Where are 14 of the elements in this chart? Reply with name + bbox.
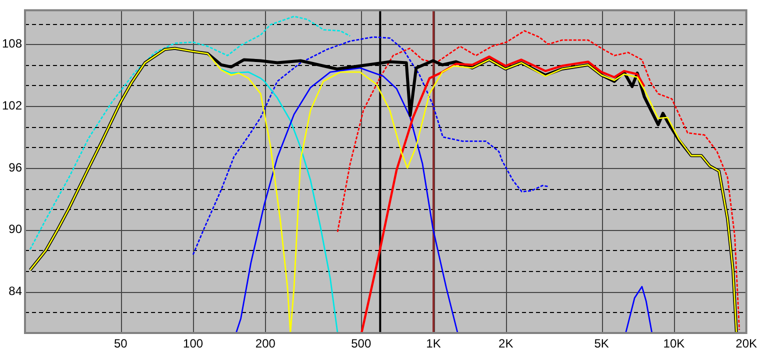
y-tick-label: 84 [8,284,22,298]
x-tick-label: 500 [351,336,372,351]
y-tick-label: 96 [8,160,22,174]
x-tick-label: 10K [663,336,685,351]
y-tick-label: 102 [2,98,22,112]
x-tick-label: 20K [736,336,758,351]
x-tick-label: 50 [114,336,128,351]
x-tick-label: 2K [498,336,514,351]
x-tick-label: 5K [594,336,609,351]
x-tick-label: 200 [255,336,276,351]
x-tick-label: 100 [183,336,204,351]
y-tick-label: 108 [2,36,22,51]
x-tick-label: 1K [426,336,441,351]
y-tick-label: 90 [8,222,22,236]
